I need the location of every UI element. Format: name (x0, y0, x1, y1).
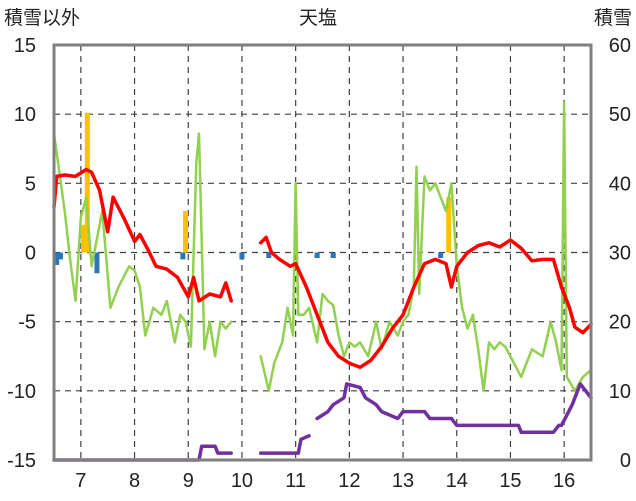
right-tick-label: 20 (609, 312, 631, 334)
gridlines (54, 45, 591, 460)
x-tick-label: 11 (285, 470, 306, 492)
precip-bar (266, 252, 272, 259)
left-tick-label: 5 (25, 173, 36, 195)
right-tick-label: 30 (609, 243, 631, 265)
chart-title: 天塩 (299, 7, 337, 29)
precip-bar (84, 112, 90, 253)
x-tick-label: 9 (183, 470, 194, 492)
precip-bar (314, 252, 320, 259)
left-tick-label: -10 (7, 381, 36, 403)
left-axis-title: 積雪以外 (4, 7, 80, 29)
tick-labels: 15 60 10 50 5 40 0 30 -5 20 -10 10 -15 0 7 8 9 10 11 12 13 14… (7, 35, 631, 492)
precip-bar (57, 252, 63, 260)
precip-bar (239, 252, 245, 260)
right-axis-title: 積雪 (594, 7, 632, 29)
x-tick-label: 12 (338, 470, 360, 492)
precipitation-bars (54, 112, 452, 274)
left-tick-label: 10 (14, 104, 36, 126)
right-tick-label: 60 (609, 35, 631, 57)
plot-frame (52, 43, 593, 462)
left-tick-label: 0 (25, 243, 36, 265)
x-tick-label: 16 (553, 470, 575, 492)
left-tick-label: -5 (18, 312, 36, 334)
precip-bar (180, 252, 186, 260)
right-tick-label: 10 (609, 381, 631, 403)
precip-bar (183, 211, 189, 253)
right-tick-label: 50 (609, 104, 631, 126)
left-tick-label: 15 (14, 35, 36, 57)
precip-bar (81, 224, 87, 253)
precip-bar (438, 252, 444, 259)
precip-bar (330, 252, 336, 259)
x-tick-label: 14 (446, 470, 468, 492)
right-tick-label: 40 (609, 173, 631, 195)
x-tick-label: 8 (129, 470, 140, 492)
x-tick-label: 10 (231, 470, 253, 492)
x-tick-label: 7 (75, 470, 86, 492)
series-line (52, 101, 593, 393)
left-tick-label: -15 (7, 450, 36, 472)
series-line (52, 167, 593, 370)
x-tick-label: 13 (392, 470, 414, 492)
precip-bar (54, 252, 60, 265)
precip-bar (94, 252, 100, 274)
precip-bar (446, 197, 452, 253)
right-tick-label: 0 (620, 450, 631, 472)
x-tick-label: 15 (499, 470, 521, 492)
series-lines (52, 101, 593, 462)
